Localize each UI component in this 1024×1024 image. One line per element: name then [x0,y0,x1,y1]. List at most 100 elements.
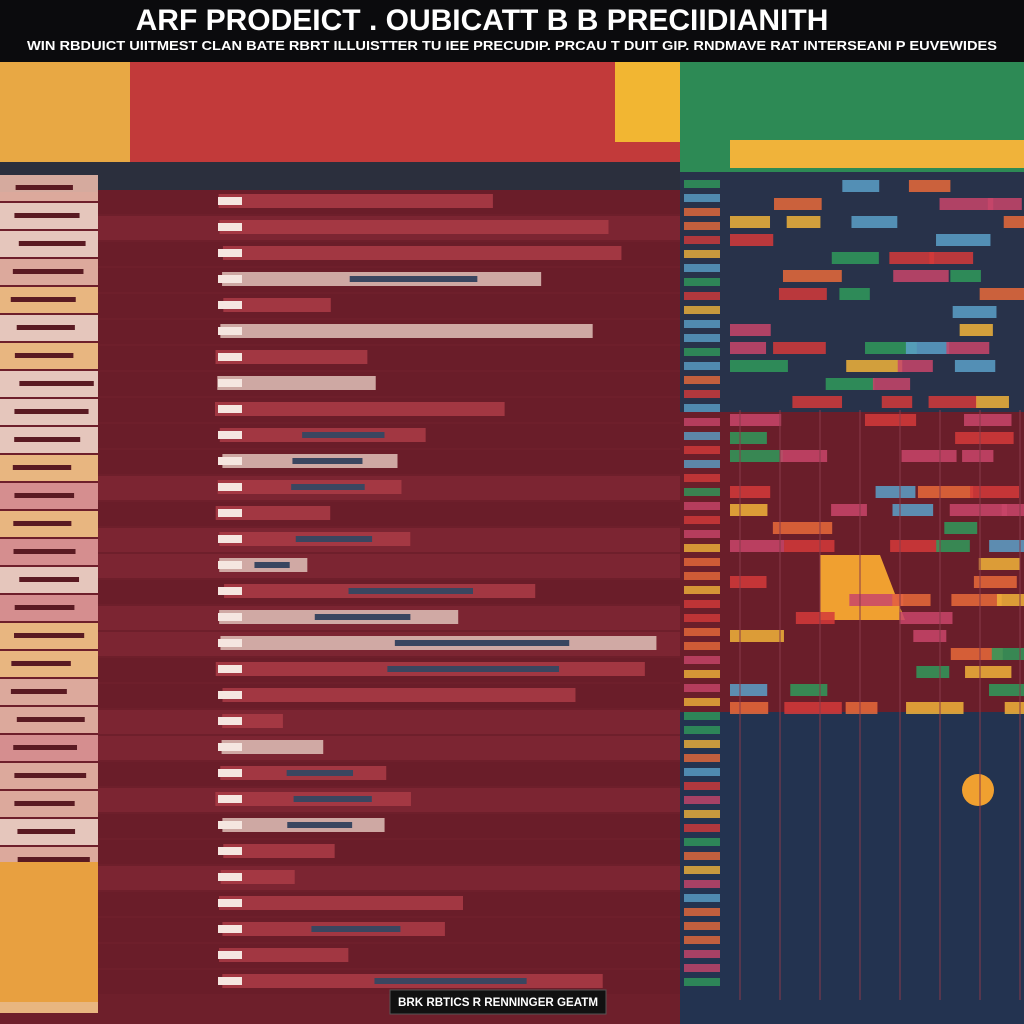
cell-bar [730,504,768,516]
row [98,840,680,864]
bar-tag [218,509,242,517]
label-text [14,605,75,610]
panel [615,62,680,142]
cell-bar [846,360,903,372]
bar [223,844,335,858]
footer-label: BRK RBTICS R RENNINGER GEATM [398,995,598,1009]
bar-tag [218,353,242,361]
cell-bar [730,540,785,552]
side-tick [684,320,720,328]
row [98,346,680,370]
dot [962,774,994,806]
side-tick [684,502,720,510]
side-tick [684,628,720,636]
side-tick [684,880,720,888]
bar-tag [218,405,242,413]
label-text [13,745,78,750]
bar-tag [218,639,242,647]
cell-bar [851,216,898,228]
bar [215,350,368,364]
bar [222,246,622,260]
side-tick [684,922,720,930]
bar-label [286,770,354,776]
cell-bar [946,342,990,354]
side-tick [684,264,720,272]
side-tick [684,726,720,734]
side-tick [684,614,720,622]
bar-tag [218,613,242,621]
cell-bar [979,288,1024,300]
row [98,554,680,578]
side-tick [684,936,720,944]
cell-bar [1003,216,1024,228]
cell-bar [913,630,947,642]
side-tick [684,488,720,496]
bar-label [387,666,560,672]
bar-label [287,822,353,828]
bar-tag [218,561,242,569]
bar-tag [218,821,242,829]
row [98,372,680,396]
side-tick [684,236,720,244]
cell-bar [936,540,970,552]
bar-tag [218,951,242,959]
cell-bar [730,702,769,714]
cell-bar [790,684,828,696]
side-tick [684,586,720,594]
side-tick [684,908,720,916]
side-tick [684,306,720,314]
label-text [10,689,67,694]
side-tick [684,978,720,986]
side-tick [684,670,720,678]
cell-bar [773,342,826,354]
cell-bar [929,252,974,264]
cell-bar [774,198,822,210]
cell-bar [954,360,996,372]
side-tick [684,334,720,342]
cell-bar [784,702,842,714]
cell-bar [965,666,1012,678]
label-text [16,325,75,330]
cell-bar [989,540,1024,552]
label-text [14,409,89,414]
bar [219,896,464,910]
label-text [14,213,80,218]
cell-bar [908,180,951,192]
cell-bar [906,702,964,714]
cell-bar [730,216,771,228]
label-text [12,465,72,470]
panel [0,62,130,162]
label-text [13,521,72,526]
bar-tag [218,197,242,205]
side-tick [684,740,720,748]
bar-label [374,978,527,984]
side-tick [684,516,720,524]
cell-bar [730,450,783,462]
panel [680,712,1024,1024]
side-tick [684,950,720,958]
bar-tag [218,275,242,283]
bar-tag [218,795,242,803]
cell-bar [944,522,978,534]
bar-tag [218,587,242,595]
cell-bar [784,540,835,552]
cell-bar [939,198,994,210]
cell-bar [899,612,953,624]
side-tick [684,460,720,468]
row [98,814,680,838]
label-text [11,661,71,666]
bar-label [291,484,365,490]
side-tick [684,180,720,188]
cell-bar [936,234,991,246]
label-text [12,269,84,274]
label-cell [0,862,98,1002]
side-tick [684,712,720,720]
bar [222,688,576,702]
side-tick [684,810,720,818]
row [98,944,680,968]
row [98,294,680,318]
footer-box [389,989,607,1015]
bar [219,948,349,962]
cell-bar [778,288,827,300]
